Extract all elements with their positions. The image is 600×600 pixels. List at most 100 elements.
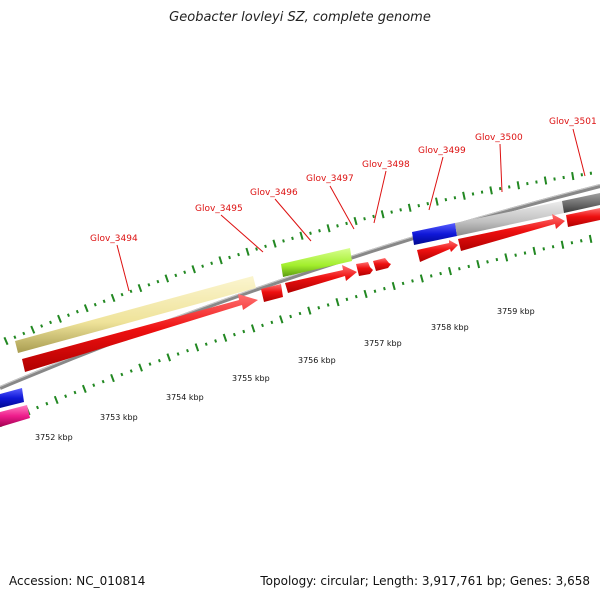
inner-tick (186, 348, 189, 353)
gene-label-glov-3498[interactable]: Glov_3498 (362, 160, 410, 170)
outer-tick (120, 292, 124, 297)
inner-tick (194, 343, 200, 352)
inner-tick (129, 369, 133, 373)
inner-tick (391, 281, 396, 291)
outer-tick (255, 247, 258, 251)
outer-tick (372, 214, 375, 219)
inner-tick (35, 405, 40, 410)
gene-glov-3494-bar[interactable] (15, 276, 256, 353)
outer-tick (453, 196, 457, 200)
outer-tick (498, 187, 502, 191)
cds-arrow-glov-3499[interactable] (417, 240, 458, 262)
inner-tick (476, 259, 481, 269)
inner-tick (73, 390, 77, 395)
gene-label-glov-3499[interactable]: Glov_3499 (418, 146, 466, 156)
gene-left-blue-bar[interactable] (0, 388, 24, 408)
kbp-label-3754: 3754 kbp (166, 393, 204, 402)
gene-label-glov-3501[interactable]: Glov_3501 (549, 117, 597, 127)
inner-tick (363, 289, 368, 299)
inner-tick (307, 306, 312, 315)
outer-tick (30, 325, 36, 334)
kbp-label-3752: 3752 kbp (35, 433, 73, 442)
gene-glov-3500-bar[interactable] (455, 201, 564, 236)
gene-label-glov-3495[interactable]: Glov_3495 (195, 204, 243, 214)
outer-tick (535, 180, 538, 184)
outer-tick (40, 324, 44, 328)
inner-tick (570, 241, 574, 245)
gene-glov-3501-bar[interactable] (562, 193, 600, 213)
gene-label-group: Glov_3494 Glov_3495 Glov_3496 Glov_3497 … (90, 117, 597, 244)
cds-arrow-glov-3497[interactable] (356, 262, 373, 276)
outer-tick (571, 171, 575, 181)
inner-tick (588, 234, 593, 244)
inner-tick (250, 324, 256, 333)
gene-label-glov-3497[interactable]: Glov_3497 (306, 174, 354, 184)
kbp-label-3756: 3756 kbp (298, 356, 336, 365)
inner-tick (242, 329, 246, 334)
outer-tick (390, 210, 393, 214)
cds-arrow-glov-3496[interactable] (285, 265, 357, 293)
inner-tick (495, 257, 499, 262)
outer-tick (49, 320, 53, 325)
outer-tick (228, 255, 231, 260)
outer-tick (309, 231, 312, 235)
inner-tick (92, 383, 96, 387)
inner-tick (419, 274, 424, 283)
cds-arrow-glov-3495[interactable] (261, 284, 283, 302)
inner-tick (458, 267, 461, 271)
inner-tick (101, 379, 105, 384)
gene-label-glov-3496[interactable]: Glov_3496 (250, 188, 298, 198)
inner-tick (222, 333, 228, 342)
outer-tick (201, 264, 205, 268)
outer-tick (66, 313, 70, 317)
gene-label-glov-3494[interactable]: Glov_3494 (90, 234, 138, 244)
inner-tick (81, 384, 87, 393)
gene-glov-3499-bar[interactable] (412, 223, 457, 245)
inner-tick (289, 314, 293, 319)
cds-arrow-track (0, 208, 600, 427)
outer-tick (218, 256, 223, 265)
outer-tick (336, 224, 339, 228)
outer-tick (326, 224, 331, 233)
cds-left-magenta-bar[interactable] (0, 405, 30, 427)
inner-tick (279, 315, 284, 324)
outer-tick (57, 314, 62, 323)
outer-tick (345, 221, 348, 226)
outer-tick (399, 208, 402, 212)
outer-tick (83, 304, 89, 313)
inner-tick (345, 297, 349, 302)
outer-tick (318, 229, 321, 233)
outer-tick (272, 239, 277, 248)
outer-tick (282, 239, 285, 243)
outer-tick (264, 244, 267, 249)
kbp-scale-labels: 3752 kbp 3753 kbp 3754 kbp 3755 kbp 3756… (35, 307, 535, 442)
outer-tick (480, 190, 484, 194)
inner-tick (532, 246, 537, 256)
gene-label-leaders (116, 128, 586, 292)
outer-tick (462, 191, 466, 200)
outer-tick (156, 279, 160, 284)
inner-tick (214, 339, 218, 343)
accession-label: Accession: NC_010814 (9, 574, 146, 588)
cds-arrow-glov-3501[interactable] (566, 208, 600, 227)
inner-tick (138, 363, 143, 372)
inner-tick (514, 253, 517, 257)
gene-glov-3496-bar[interactable] (281, 248, 352, 277)
inner-tick (317, 306, 321, 310)
cds-arrow-glov-3500[interactable] (458, 214, 565, 251)
inner-tick (148, 362, 152, 366)
inner-tick (383, 286, 386, 291)
inner-tick (204, 342, 208, 346)
cds-arrow-glov-3494[interactable] (22, 294, 258, 372)
kbp-label-3758: 3758 kbp (431, 323, 469, 332)
cds-arrow-glov-3498[interactable] (373, 258, 391, 271)
kbp-label-3755: 3755 kbp (232, 374, 270, 383)
outer-tick (417, 203, 421, 208)
outer-tick (489, 186, 493, 195)
gene-label-glov-3500[interactable]: Glov_3500 (475, 133, 523, 143)
outer-tick (147, 283, 151, 287)
outer-tick (553, 177, 556, 181)
outer-tick (471, 192, 475, 196)
inner-tick (176, 352, 180, 356)
inner-tick (53, 395, 59, 405)
